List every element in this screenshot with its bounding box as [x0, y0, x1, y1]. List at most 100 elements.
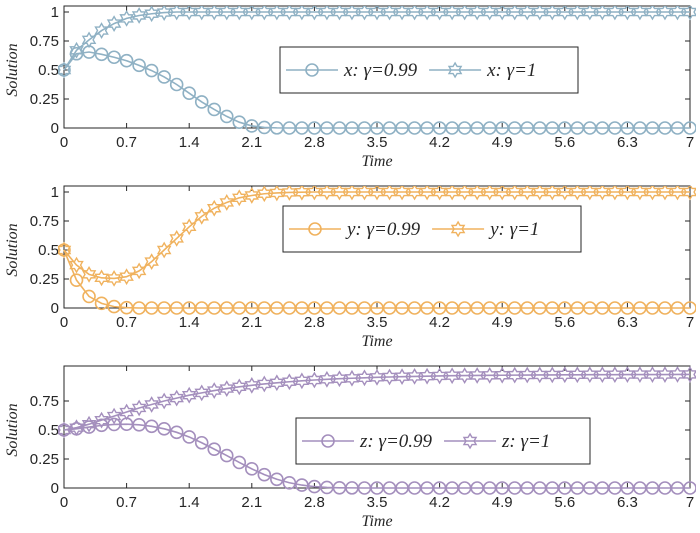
x-tick-label: 0.7: [116, 494, 137, 511]
plot-area: [58, 186, 696, 315]
y-tick-label: 0.5: [38, 242, 59, 259]
data-point-hexagram: [81, 265, 97, 283]
data-point-hexagram: [244, 187, 260, 204]
x-tick-label: 0: [60, 314, 68, 331]
data-point-circle: [219, 109, 234, 124]
y-tick-label: 1: [51, 184, 59, 201]
data-point-hexagram: [257, 186, 272, 203]
data-point-circle: [207, 442, 222, 456]
x-axis-label: Time: [361, 513, 392, 530]
data-point-circle: [132, 58, 146, 73]
data-point-circle: [144, 419, 159, 434]
y-tick-label: 0.75: [30, 213, 59, 230]
data-point-circle: [245, 462, 259, 476]
x-axis-label: Time: [361, 333, 392, 350]
y-tick-label: 0: [51, 300, 59, 317]
legend-marker-hexagram: [462, 432, 478, 450]
legend-marker-circle: [321, 434, 335, 448]
x-tick-label: 5.6: [554, 314, 575, 331]
data-point-hexagram: [194, 207, 209, 225]
data-point-hexagram: [131, 262, 147, 280]
data-point-circle: [683, 121, 696, 135]
data-point-hexagram: [206, 382, 222, 399]
y-tick-label: 0.25: [30, 91, 59, 108]
x-axis-label: Time: [361, 153, 392, 170]
data-point-hexagram: [269, 374, 285, 392]
legend-label: x: γ=0.99: [343, 60, 418, 81]
data-point-hexagram: [119, 403, 134, 421]
data-point-hexagram: [181, 386, 197, 404]
series-line: [63, 51, 690, 129]
x-tick-label: 7: [686, 314, 694, 331]
data-point-hexagram: [156, 392, 172, 410]
data-point-circle: [232, 455, 247, 470]
data-point-circle: [207, 102, 222, 117]
y-axis-label: Solution: [4, 43, 21, 96]
x-tick-label: 2.1: [241, 494, 262, 511]
data-point-hexagram: [58, 61, 72, 79]
data-point-hexagram: [106, 407, 122, 425]
x-tick-label: 4.2: [429, 494, 450, 511]
data-point-hexagram: [144, 253, 159, 270]
x-tick-label: 7: [686, 134, 694, 151]
data-point-hexagram: [169, 389, 184, 407]
x-tick-label: 7: [686, 494, 694, 511]
panel-z: 0 0.7 1.4 2.1 2.8 3.5 4.2 4.9 5.6 6.3 7 0 0.25 0.5 0.7…: [4, 365, 696, 530]
data-point-hexagram: [94, 411, 109, 429]
x-tick-label: 4.9: [492, 494, 513, 511]
legend-label: x: γ=1: [486, 60, 536, 81]
data-point-hexagram: [206, 199, 222, 217]
legend: y: γ=0.99 y: γ=1: [282, 205, 582, 253]
data-point-circle: [282, 475, 297, 490]
x-tick-label: 6.3: [617, 494, 638, 511]
y-tick-label: 0.5: [38, 62, 59, 79]
data-point-circle: [219, 448, 234, 463]
data-point-circle: [270, 472, 284, 487]
x-tick-label: 6.3: [617, 314, 638, 331]
x-tick-label: 2.8: [304, 314, 325, 331]
data-point-hexagram: [294, 372, 310, 390]
data-point-circle: [82, 289, 96, 304]
data-point-hexagram: [119, 268, 134, 286]
series-line: [63, 249, 690, 309]
data-point-hexagram: [194, 384, 209, 402]
data-point-circle: [169, 425, 184, 440]
data-point-hexagram: [69, 256, 84, 274]
x-tick-label: 1.4: [179, 314, 200, 331]
data-point-hexagram: [682, 6, 696, 21]
x-tick-label: 6.3: [617, 134, 638, 151]
data-point-circle: [94, 296, 109, 311]
data-point-hexagram: [219, 380, 235, 397]
panel-x: 0 0.7 1.4 2.1 2.8 3.5 4.2 4.9 5.6 6.3 7 0 0.25 0.5 0.7…: [4, 4, 696, 170]
x-tick-label: 0.7: [116, 314, 137, 331]
data-point-hexagram: [131, 7, 147, 24]
x-tick-label: 4.2: [429, 134, 450, 151]
y-tick-label: 0.75: [30, 393, 59, 410]
data-point-circle: [182, 86, 196, 100]
legend-label: z: γ=0.99: [359, 431, 433, 452]
y-axis-label: Solution: [4, 403, 21, 456]
data-point-circle: [144, 63, 159, 78]
data-point-circle: [257, 467, 272, 482]
data-point-hexagram: [232, 378, 247, 396]
x-tick-label: 0: [60, 134, 68, 151]
legend-marker-hexagram: [447, 61, 463, 79]
data-point-circle: [157, 422, 171, 436]
legend-label: y: γ=0.99: [345, 219, 421, 240]
data-point-circle: [169, 77, 184, 92]
data-point-hexagram: [81, 415, 97, 433]
legend-marker-hexagram: [450, 220, 466, 238]
data-point-circle: [194, 435, 209, 450]
x-tick-label: 3.5: [367, 494, 388, 511]
data-point-circle: [157, 70, 171, 84]
data-point-hexagram: [282, 373, 297, 391]
x-tick-label: 4.2: [429, 314, 450, 331]
data-point-hexagram: [244, 376, 260, 394]
x-tick-label: 0: [60, 494, 68, 511]
x-tick-label: 4.9: [492, 314, 513, 331]
data-point-hexagram: [131, 399, 147, 417]
legend-label: z: γ=1: [501, 431, 550, 452]
data-point-hexagram: [144, 396, 159, 413]
data-point-hexagram: [69, 419, 84, 437]
